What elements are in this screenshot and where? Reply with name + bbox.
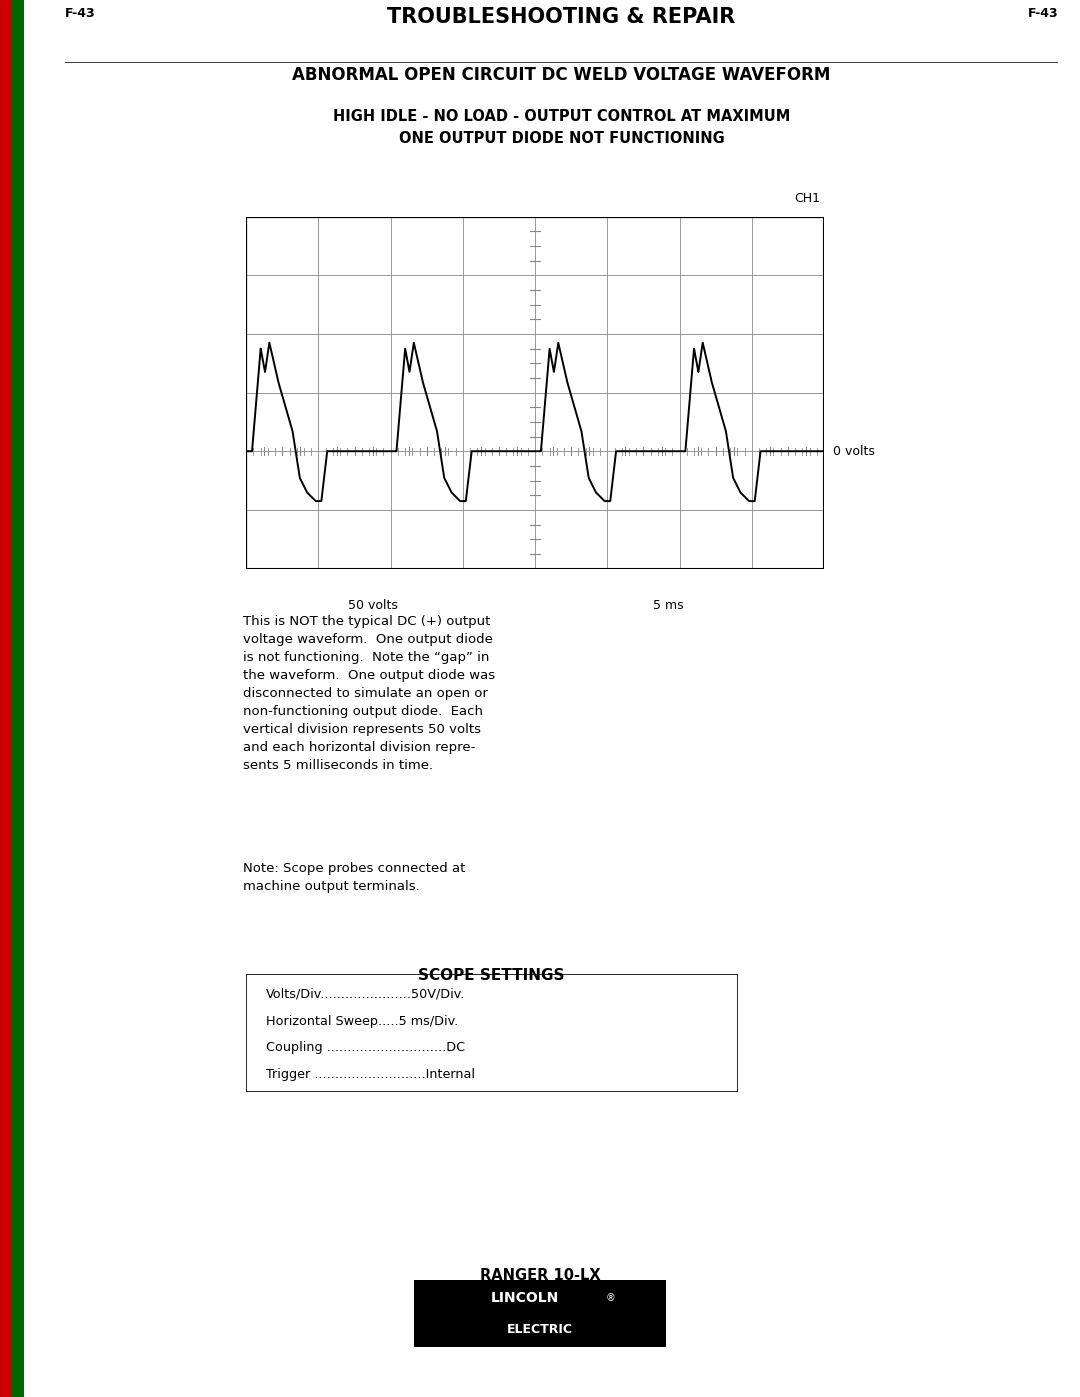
Text: Horizontal Sweep.....5 ms/Div.: Horizontal Sweep.....5 ms/Div. [266, 1014, 458, 1028]
Text: HIGH IDLE - NO LOAD - OUTPUT CONTROL AT MAXIMUM: HIGH IDLE - NO LOAD - OUTPUT CONTROL AT … [333, 109, 791, 124]
Text: SCOPE SETTINGS: SCOPE SETTINGS [418, 968, 565, 983]
Text: ABNORMAL OPEN CIRCUIT DC WELD VOLTAGE WAVEFORM: ABNORMAL OPEN CIRCUIT DC WELD VOLTAGE WA… [293, 66, 831, 84]
Text: CH1: CH1 [794, 193, 820, 205]
Text: Return to Section TOC: Return to Section TOC [2, 816, 11, 930]
Text: Return to Section TOC: Return to Section TOC [2, 1165, 11, 1280]
Text: TROUBLESHOOTING & REPAIR: TROUBLESHOOTING & REPAIR [388, 7, 735, 27]
Text: Return to Master TOC: Return to Master TOC [13, 817, 22, 929]
Text: 5 ms: 5 ms [652, 599, 684, 612]
Text: F-43: F-43 [65, 7, 95, 20]
Text: Return to Master TOC: Return to Master TOC [13, 119, 22, 231]
Text: ®: ® [606, 1294, 616, 1303]
Bar [0, 0, 12, 1397]
Text: 0 volts: 0 volts [833, 444, 875, 458]
Text: Return to Master TOC: Return to Master TOC [13, 1166, 22, 1278]
Text: LINCOLN: LINCOLN [490, 1291, 559, 1305]
Text: ONE OUTPUT DIODE NOT FUNCTIONING: ONE OUTPUT DIODE NOT FUNCTIONING [399, 130, 725, 145]
Text: This is NOT the typical DC (+) output
voltage waveform.  One output diode
is not: This is NOT the typical DC (+) output vo… [243, 615, 495, 771]
Text: RANGER 10-LX: RANGER 10-LX [480, 1268, 600, 1284]
Text: 50 volts: 50 volts [349, 599, 399, 612]
Text: ELECTRIC: ELECTRIC [507, 1323, 573, 1337]
Text: F-43: F-43 [1028, 7, 1058, 20]
Text: Coupling .............................DC: Coupling .............................DC [266, 1041, 465, 1055]
Text: Return to Section TOC: Return to Section TOC [2, 467, 11, 581]
Text: Note: Scope probes connected at
machine output terminals.: Note: Scope probes connected at machine … [243, 862, 465, 893]
Bar [12, 0, 24, 1397]
Text: Volts/Div......................50V/Div.: Volts/Div......................50V/Div. [266, 988, 465, 1002]
Text: Return to Master TOC: Return to Master TOC [13, 468, 22, 580]
Text: Trigger ...........................Internal: Trigger ...........................Inter… [266, 1069, 475, 1081]
Text: Return to Section TOC: Return to Section TOC [2, 117, 11, 232]
